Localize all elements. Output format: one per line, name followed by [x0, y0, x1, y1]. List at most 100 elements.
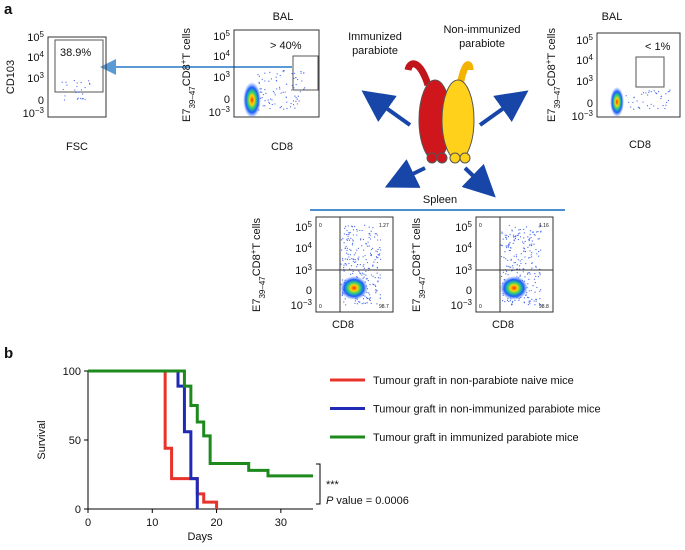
event: [540, 231, 541, 232]
event: [653, 105, 654, 106]
event: [530, 273, 531, 274]
event: [344, 233, 345, 234]
event: [371, 303, 372, 304]
event: [359, 272, 360, 273]
event: [531, 256, 532, 257]
event: [523, 248, 524, 249]
event: [662, 105, 663, 106]
event: [377, 249, 378, 250]
event: [522, 241, 523, 242]
event: [503, 257, 504, 258]
event: [539, 291, 540, 292]
event: [517, 272, 518, 273]
event: [515, 227, 516, 228]
event: [345, 226, 346, 227]
event: [257, 103, 258, 104]
event: [258, 104, 259, 105]
event: [518, 259, 519, 260]
event: [264, 80, 265, 81]
event: [529, 257, 530, 258]
density: [610, 87, 624, 117]
tick-base: 10: [576, 35, 588, 47]
event: [512, 301, 513, 302]
event: [300, 91, 301, 92]
event: [274, 92, 275, 93]
event: [529, 303, 530, 304]
event: [377, 234, 378, 235]
event: [372, 283, 373, 284]
event: [81, 89, 82, 90]
event: [511, 304, 512, 305]
event: [533, 244, 534, 245]
event: [506, 235, 507, 236]
event: [660, 98, 661, 99]
event: [523, 237, 524, 238]
event: [527, 283, 528, 284]
event: [369, 227, 370, 228]
event: [633, 108, 634, 109]
event: [357, 264, 358, 265]
event: [514, 262, 515, 263]
event: [365, 271, 366, 272]
event: [374, 285, 375, 286]
event: [265, 93, 266, 94]
tick-base: 10: [291, 300, 303, 312]
significance-bracket: [316, 464, 320, 504]
event: [516, 256, 517, 257]
event: [343, 301, 344, 302]
event: [377, 280, 378, 281]
event: [259, 76, 260, 77]
event: [505, 273, 506, 274]
event: [353, 240, 354, 241]
tick-base: 10: [572, 111, 584, 123]
event: [506, 247, 507, 248]
event: [532, 232, 533, 233]
event: [524, 232, 525, 233]
event: [275, 94, 276, 95]
event: [538, 238, 539, 239]
event: [281, 92, 282, 93]
flow-tick-label: 103: [576, 74, 593, 89]
event: [651, 91, 652, 92]
event: [626, 95, 627, 96]
tick-exp: 5: [589, 33, 594, 42]
event: [359, 230, 360, 231]
event: [520, 236, 521, 237]
event: [638, 107, 639, 108]
event: [364, 225, 365, 226]
tick-base: 10: [455, 243, 467, 255]
event: [345, 263, 346, 264]
flow-tick-label: 105: [455, 220, 472, 235]
event: [531, 299, 532, 300]
event: [265, 100, 266, 101]
event: [297, 79, 298, 80]
gate: [293, 56, 318, 90]
y-axis-label: E739–47CD8+T cells: [544, 28, 562, 122]
event: [540, 289, 541, 290]
event: [256, 105, 257, 106]
event: [364, 268, 365, 269]
event: [347, 240, 348, 241]
event: [286, 97, 287, 98]
event: [347, 248, 348, 249]
event: [89, 83, 90, 84]
event: [357, 230, 358, 231]
event: [379, 253, 380, 254]
label-part: T cells: [181, 28, 193, 60]
event: [80, 98, 81, 99]
event: [83, 98, 84, 99]
event: [367, 302, 368, 303]
y-axis-label: E739–47CD8+T cells: [249, 218, 267, 312]
event: [642, 101, 643, 102]
event: [503, 272, 504, 273]
event: [356, 234, 357, 235]
event: [371, 249, 372, 250]
event: [349, 259, 350, 260]
event: [510, 267, 511, 268]
event: [648, 92, 649, 93]
event: [354, 262, 355, 263]
event: [374, 259, 375, 260]
event: [342, 279, 343, 280]
event: [661, 96, 662, 97]
flow-tick-label: 10−3: [451, 298, 473, 313]
